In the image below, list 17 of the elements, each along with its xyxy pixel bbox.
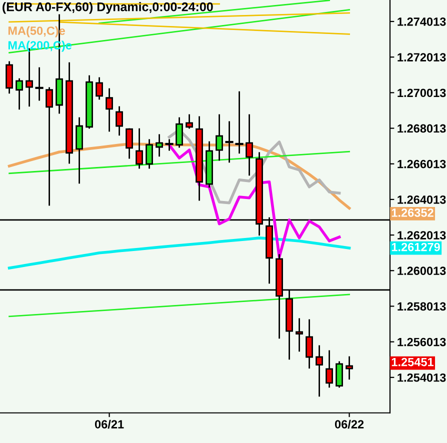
y-tick-label: 1.268013 xyxy=(398,124,446,133)
text: 1.25451 xyxy=(392,358,434,366)
text: 1.261279 xyxy=(392,242,440,252)
chart-title: (EUR A0-FX,60) Dynamic,0:00-24:00 xyxy=(2,2,213,14)
y-tick-label: 1.254013 xyxy=(398,373,446,382)
text: 1.26352 xyxy=(392,208,434,217)
y-tick-label: 1.264013 xyxy=(398,195,446,204)
x-tick-label: 06/21 xyxy=(94,420,124,429)
x-tick-label: 06/22 xyxy=(334,420,364,429)
y-tick-label: 1.260013 xyxy=(398,266,446,276)
y-tick-label: 1.258013 xyxy=(398,302,446,311)
y-tick-label: 1.256013 xyxy=(398,338,446,346)
y-tick-label: 1.270013 xyxy=(398,88,446,98)
y-tick-label: 1.272013 xyxy=(398,53,446,62)
y-tick-label: 1.274013 xyxy=(398,18,446,26)
y-tick-label: 1.262013 xyxy=(398,231,446,240)
y-tick-label: 1.266013 xyxy=(398,160,446,168)
